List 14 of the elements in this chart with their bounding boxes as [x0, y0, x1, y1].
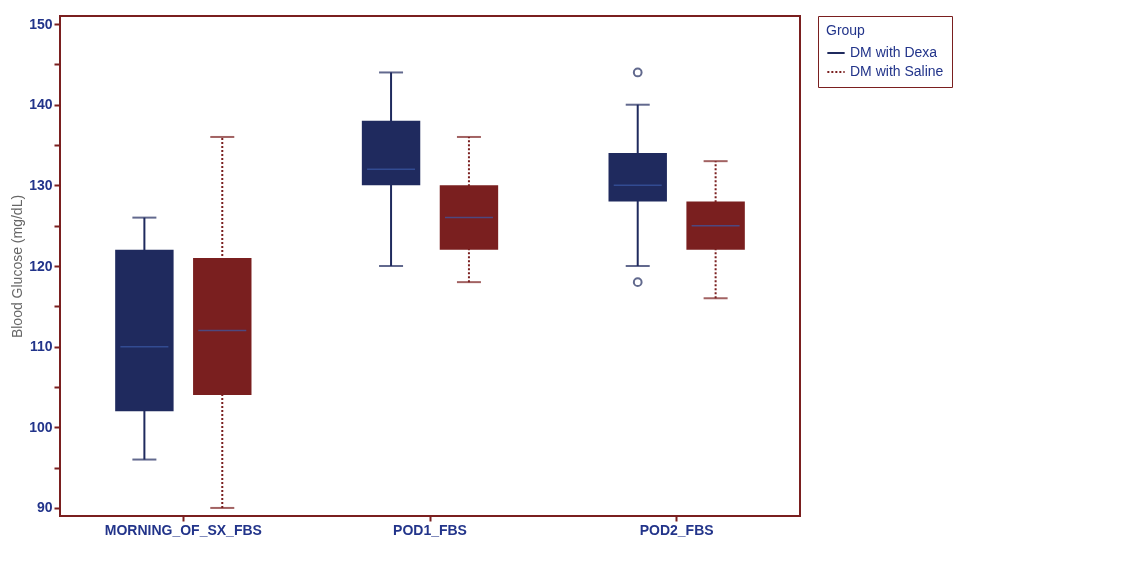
y-tick-label: 110: [29, 338, 53, 355]
x-tick-label: MORNING_OF_SX_FBS: [104, 521, 262, 538]
y-tick-label: 90: [36, 499, 53, 516]
y-tick-label: 150: [29, 15, 53, 32]
x-tick-label: POD1_FBS: [393, 521, 467, 538]
y-axis-title: Blood Glucose (mg/dL): [9, 194, 26, 339]
x-tick-label: POD2_FBS: [639, 521, 714, 538]
legend-title: Group: [826, 22, 866, 38]
y-tick-label: 140: [29, 96, 53, 113]
legend-label: DM with Dexa: [850, 44, 938, 60]
y-tick-label: 120: [29, 257, 53, 274]
y-tick-label: 130: [29, 176, 53, 193]
y-tick-label: 100: [29, 418, 53, 435]
legend-label: DM with Saline: [850, 63, 944, 79]
